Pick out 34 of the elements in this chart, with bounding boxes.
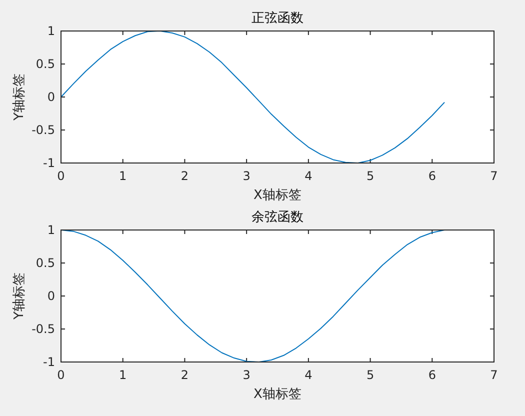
chart-title: 正弦函数 <box>252 11 304 26</box>
x-tick-label: 0 <box>57 169 65 183</box>
y-tick-label: 0.5 <box>36 256 55 270</box>
y-tick-label: 1 <box>47 24 55 38</box>
x-tick-label: 3 <box>242 368 250 382</box>
x-tick-label: 2 <box>180 368 189 382</box>
x-tick-label: 4 <box>304 368 312 382</box>
x-tick-label: 1 <box>119 368 127 382</box>
y-tick-label: 1 <box>47 223 55 237</box>
x-tick-label: 3 <box>242 169 250 183</box>
y-tick-label: 0.5 <box>36 57 55 71</box>
x-tick-label: 0 <box>57 368 65 382</box>
x-tick-label: 7 <box>490 368 498 382</box>
y-tick-label: -0.5 <box>32 123 55 137</box>
y-tick-label: -1 <box>43 156 55 170</box>
x-tick-label: 7 <box>490 169 498 183</box>
x-tick-label: 5 <box>366 368 374 382</box>
x-tick-label: 5 <box>366 169 374 183</box>
y-axis-title: Y轴标签 <box>12 272 27 320</box>
x-tick-label: 1 <box>119 169 127 183</box>
x-tick-label: 4 <box>304 169 312 183</box>
x-tick-label: 2 <box>180 169 189 183</box>
x-tick-label: 6 <box>428 169 436 183</box>
chart-title: 余弦函数 <box>252 210 304 225</box>
line-series <box>60 30 446 164</box>
y-tick-label: 0 <box>47 289 55 303</box>
line-series <box>60 230 446 362</box>
y-tick-label: 0 <box>47 90 55 104</box>
y-tick-label: -0.5 <box>32 322 55 336</box>
y-tick-label: -1 <box>43 355 55 369</box>
x-axis-title: X轴标签 <box>254 188 302 203</box>
y-axis-title: Y轴标签 <box>12 74 27 122</box>
x-axis-title: X轴标签 <box>254 387 302 402</box>
x-tick-label: 6 <box>428 368 436 382</box>
